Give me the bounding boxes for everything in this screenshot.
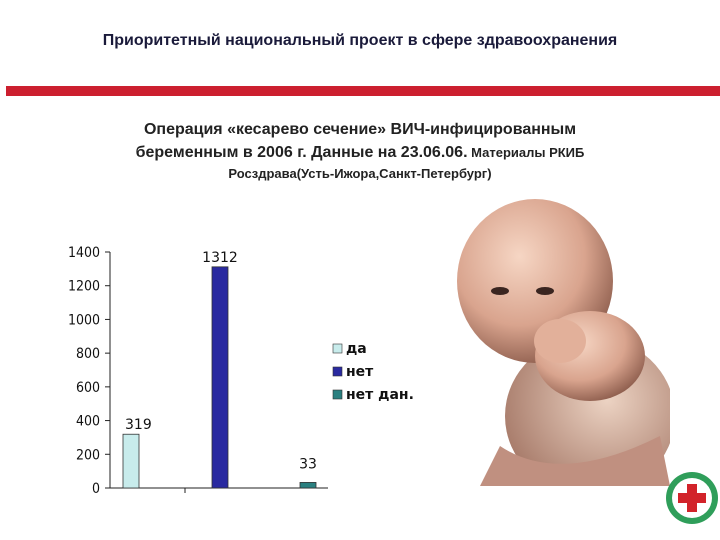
infant-hand-shape (534, 319, 586, 363)
red-cross-badge-icon (666, 472, 718, 524)
y-tick-label: 800 (76, 346, 100, 362)
subtitle-line3: Росздрава(Усть-Ижора,Санкт-Петербург) (228, 166, 492, 181)
y-tick-label: 600 (76, 380, 100, 396)
y-tick-label: 200 (76, 447, 100, 463)
bar-1 (211, 266, 229, 489)
bar-2 (299, 482, 317, 489)
infant-eye-right (536, 287, 554, 295)
subtitle-line2-source: Материалы РКИБ (467, 145, 585, 160)
y-tick-label: 1000 (68, 312, 100, 328)
bar-value-label: 319 (125, 417, 152, 433)
legend-label: нет дан. (346, 387, 414, 403)
y-tick-label: 0 (92, 481, 100, 497)
subtitle-line1: Операция «кесарево сечение» ВИЧ-инфициро… (143, 121, 577, 138)
legend-swatch (332, 343, 343, 354)
legend-swatch (332, 389, 343, 400)
infant-photo (457, 199, 670, 486)
bar-value-label: 1312 (202, 250, 238, 266)
adult-fingers-shape (480, 436, 670, 486)
bar-0 (122, 433, 140, 489)
y-tick-label: 400 (76, 414, 100, 430)
accent-divider (6, 86, 720, 96)
legend-label: да (346, 341, 367, 357)
y-tick-label: 1200 (68, 279, 100, 295)
legend-label: нет (346, 364, 374, 380)
y-tick-label: 1400 (68, 245, 100, 261)
subtitle-line2: беременным в 2006 г. Данные на 23.06.06. (135, 144, 468, 161)
bar-value-label: 33 (299, 456, 317, 472)
infant-eye-left (491, 287, 509, 295)
chart-subtitle: Операция «кесарево сечение» ВИЧ-инфициро… (60, 118, 660, 184)
page-title: Приоритетный национальный проект в сфере… (102, 32, 618, 49)
legend-swatch (332, 366, 343, 377)
